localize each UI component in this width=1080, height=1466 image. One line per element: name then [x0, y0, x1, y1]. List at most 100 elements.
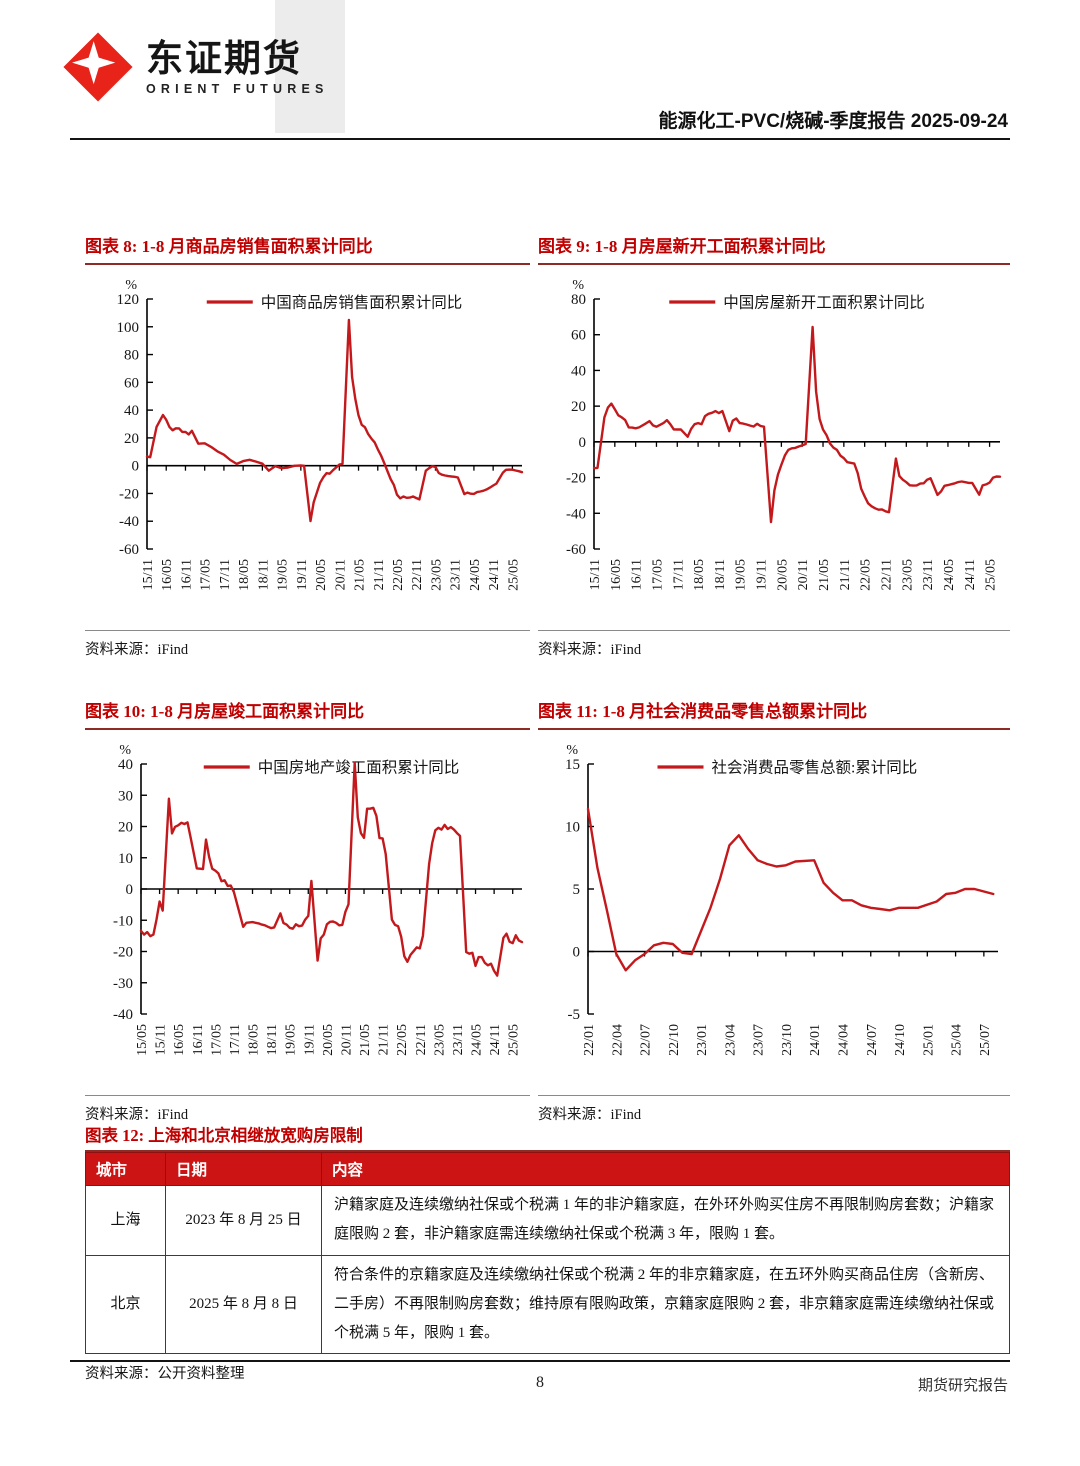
svg-text:22/11: 22/11 [880, 559, 895, 590]
column-header-content: 内容 [321, 1152, 1010, 1186]
svg-text:10: 10 [565, 820, 580, 836]
svg-text:18/05: 18/05 [237, 559, 252, 591]
figure-10-title: 图表 10: 1-8 月房屋竣工面积累计同比 [85, 701, 530, 731]
svg-text:19/05: 19/05 [276, 559, 291, 591]
svg-text:15/05: 15/05 [135, 1024, 150, 1056]
svg-text:30: 30 [118, 788, 133, 804]
orient-futures-logo: 东证期货 ORIENT FUTURES [62, 30, 329, 104]
policy-table-header-row: 城市 日期 内容 [85, 1152, 1010, 1186]
svg-text:24/05: 24/05 [470, 1024, 485, 1056]
svg-text:16/11: 16/11 [630, 559, 645, 590]
svg-text:23/07: 23/07 [752, 1024, 767, 1056]
figure-8-source: 资料来源：iFind [85, 630, 530, 659]
svg-text:60: 60 [571, 328, 586, 344]
figure-9-title: 图表 9: 1-8 月房屋新开工面积累计同比 [538, 236, 1010, 266]
svg-text:25/05: 25/05 [506, 559, 521, 591]
svg-text:17/05: 17/05 [209, 1024, 224, 1056]
figure-12-block: 图表 12: 上海和北京相继放宽购房限制 城市 日期 内容 上海 2023 年 … [85, 1122, 1010, 1383]
svg-text:-20: -20 [566, 471, 586, 487]
svg-text:17/05: 17/05 [651, 559, 666, 591]
svg-text:23/01: 23/01 [695, 1024, 710, 1056]
figure-9-panel: 图表 9: 1-8 月房屋新开工面积累计同比 -60 -40 -20 0 20 40 60 8… [538, 236, 1010, 659]
svg-text:20/11: 20/11 [333, 559, 348, 590]
svg-text:21/11: 21/11 [377, 1024, 392, 1055]
svg-text:0: 0 [126, 882, 134, 898]
figure-11-panel: 图表 11: 1-8 月社会消费品零售总额累计同比 -5 0 5 10 15 22/01 2… [538, 701, 1010, 1124]
svg-text:60: 60 [124, 375, 139, 391]
svg-text:-60: -60 [119, 542, 139, 558]
svg-text:社会消费品零售总额:累计同比: 社会消费品零售总额:累计同比 [712, 759, 918, 777]
column-header-date: 日期 [165, 1152, 322, 1186]
svg-text:21/11: 21/11 [372, 559, 387, 590]
svg-text:17/11: 17/11 [671, 559, 686, 590]
svg-text:22/04: 22/04 [610, 1024, 625, 1056]
svg-text:100: 100 [117, 320, 140, 336]
svg-text:40: 40 [571, 364, 586, 380]
svg-text:%: % [119, 743, 131, 758]
svg-text:-20: -20 [119, 487, 139, 503]
svg-text:21/05: 21/05 [358, 1024, 373, 1056]
svg-text:18/11: 18/11 [265, 1024, 280, 1055]
svg-text:19/11: 19/11 [755, 559, 770, 590]
figure-10-source: 资料来源：iFind [85, 1095, 530, 1124]
svg-text:中国商品房销售面积累计同比: 中国商品房销售面积累计同比 [261, 294, 463, 312]
figure-8-title: 图表 8: 1-8 月商品房销售面积累计同比 [85, 236, 530, 266]
svg-text:20/05: 20/05 [775, 559, 790, 591]
svg-text:20/11: 20/11 [796, 559, 811, 590]
city-cell: 北京 [85, 1254, 166, 1355]
svg-text:24/05: 24/05 [468, 559, 483, 591]
date-cell: 2025 年 8 月 8 日 [165, 1254, 322, 1355]
svg-text:20: 20 [124, 431, 139, 447]
svg-text:23/11: 23/11 [449, 559, 464, 590]
svg-text:16/05: 16/05 [609, 559, 624, 591]
svg-text:24/07: 24/07 [865, 1024, 880, 1056]
svg-text:23/10: 23/10 [780, 1024, 795, 1056]
svg-text:23/05: 23/05 [900, 559, 915, 591]
figure-8-panel: 图表 8: 1-8 月商品房销售面积累计同比 -60 -40 -20 0 20 40 60 8… [85, 236, 530, 659]
svg-text:-10: -10 [113, 913, 133, 929]
svg-text:24/11: 24/11 [487, 559, 502, 590]
svg-text:19/11: 19/11 [295, 559, 310, 590]
svg-text:20/05: 20/05 [321, 1024, 336, 1056]
svg-text:15/11: 15/11 [141, 559, 156, 590]
svg-text:17/11: 17/11 [228, 1024, 243, 1055]
svg-text:18/11: 18/11 [256, 559, 271, 590]
svg-text:17/11: 17/11 [218, 559, 233, 590]
svg-text:24/04: 24/04 [837, 1024, 852, 1056]
svg-text:-60: -60 [566, 542, 586, 558]
svg-text:22/10: 22/10 [667, 1024, 682, 1056]
svg-text:18/05: 18/05 [692, 559, 707, 591]
svg-text:22/07: 22/07 [639, 1024, 654, 1056]
svg-text:80: 80 [124, 348, 139, 364]
svg-text:19/05: 19/05 [284, 1024, 299, 1056]
svg-text:15/11: 15/11 [588, 559, 603, 590]
svg-text:16/11: 16/11 [191, 1024, 206, 1055]
svg-text:21/05: 21/05 [353, 559, 368, 591]
header-gray-bar [275, 0, 345, 133]
figure-12-title: 图表 12: 上海和北京相继放宽购房限制 [85, 1122, 1010, 1152]
svg-text:-30: -30 [113, 976, 133, 992]
svg-text:23/04: 23/04 [723, 1024, 738, 1056]
svg-text:-5: -5 [568, 1007, 581, 1023]
svg-text:16/11: 16/11 [180, 559, 195, 590]
svg-text:23/11: 23/11 [921, 559, 936, 590]
svg-text:21/11: 21/11 [838, 559, 853, 590]
svg-text:22/11: 22/11 [414, 1024, 429, 1055]
svg-text:22/05: 22/05 [395, 1024, 410, 1056]
svg-text:20: 20 [571, 399, 586, 415]
svg-text:24/11: 24/11 [963, 559, 978, 590]
svg-text:20/05: 20/05 [314, 559, 329, 591]
figure-10-line-chart: -40 -30 -20 -10 0 10 20 30 40 15/05 15/11 16/05 16/1… [113, 743, 524, 1056]
figure-10-panel: 图表 10: 1-8 月房屋竣工面积累计同比 -40 -30 -20 -10 0 10 20… [85, 701, 530, 1124]
svg-text:15/11: 15/11 [154, 1024, 169, 1055]
svg-text:0: 0 [573, 945, 581, 961]
svg-text:%: % [572, 278, 584, 293]
orient-futures-logo-icon [63, 32, 133, 102]
figure-9-line-chart: -60 -40 -20 0 20 40 60 80 15/11 16/05 16/11 17/05 17… [566, 278, 1002, 591]
figure-9-source: 资料来源：iFind [538, 630, 1010, 659]
svg-text:0: 0 [579, 435, 587, 451]
svg-text:-40: -40 [566, 506, 586, 522]
svg-text:22/11: 22/11 [410, 559, 425, 590]
svg-text:15: 15 [565, 757, 580, 773]
column-header-city: 城市 [85, 1152, 166, 1186]
